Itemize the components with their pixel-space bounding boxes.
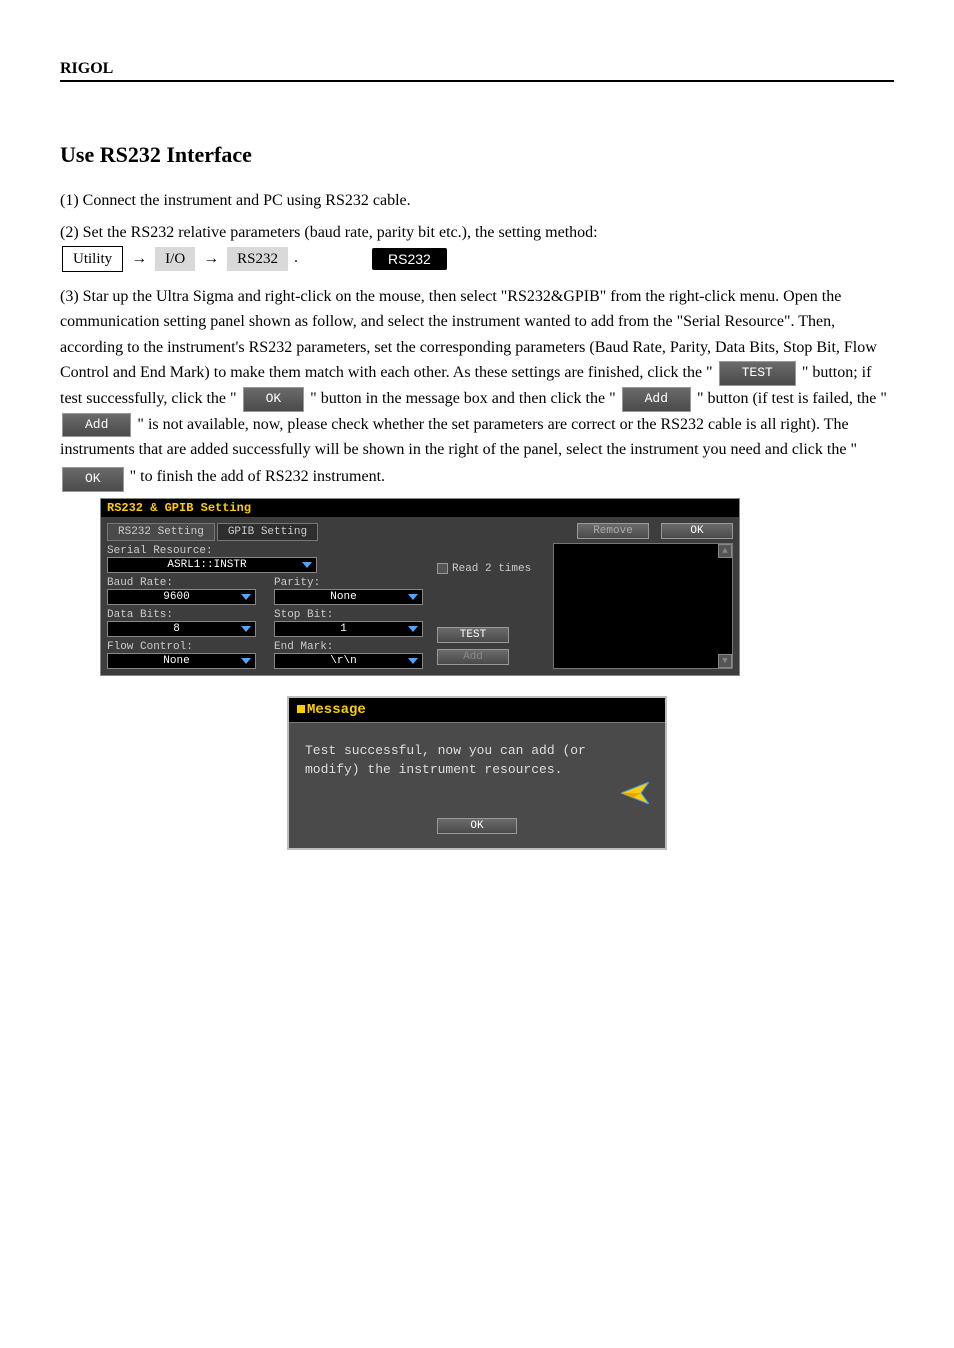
chevron-down-icon xyxy=(302,562,312,568)
nav-rs232: RS232 xyxy=(227,247,288,271)
flow-control-label: Flow Control: xyxy=(107,641,256,653)
dialog1-left-panel: RS232 Setting GPIB Setting Serial Resour… xyxy=(107,523,423,669)
message-dialog-footer: OK xyxy=(289,812,665,848)
message-dialog-title-text: Message xyxy=(307,702,366,718)
paper-plane-icon xyxy=(621,782,649,804)
parity-combo[interactable]: None xyxy=(274,589,423,605)
scroll-down-icon[interactable]: ▼ xyxy=(718,654,732,668)
ok-button[interactable]: OK xyxy=(661,523,733,539)
dialog1-mid-panel: Read 2 times TEST Add xyxy=(423,523,553,669)
chevron-down-icon xyxy=(241,658,251,664)
end-mark-combo[interactable]: \r\n xyxy=(274,653,423,669)
parity-label: Parity: xyxy=(274,577,423,589)
message-dialog: Message Test successful, now you can add… xyxy=(287,696,667,850)
step-1: (1) Connect the instrument and PC using … xyxy=(60,188,894,214)
data-bits-value: 8 xyxy=(173,623,180,635)
step-3-text-f: " to finish the add of RS232 instrument. xyxy=(130,468,385,485)
step-3-text-c: " button in the message box and then cli… xyxy=(310,390,615,407)
chevron-down-icon xyxy=(241,626,251,632)
title-square-icon xyxy=(297,705,305,713)
step-2: (2) Set the RS232 relative parameters (b… xyxy=(60,220,894,272)
dialog1-title: RS232 & GPIB Setting xyxy=(101,499,739,517)
rs232-gpib-dialog: RS232 & GPIB Setting RS232 Setting GPIB … xyxy=(100,498,740,676)
inline-ok-button: OK xyxy=(243,387,305,412)
parity-value: None xyxy=(330,591,356,603)
remove-button[interactable]: Remove xyxy=(577,523,649,539)
serial-resource-combo[interactable]: ASRL1::INSTR xyxy=(107,557,317,573)
inline-ok-button-2: OK xyxy=(62,467,124,492)
message-line-2: modify) the instrument resources. xyxy=(305,760,649,780)
instrument-listbox[interactable]: ▲ ▼ xyxy=(553,543,733,669)
tab-gpib-setting[interactable]: GPIB Setting xyxy=(217,523,318,541)
nav-utility: Utility xyxy=(62,246,123,272)
end-mark-label: End Mark: xyxy=(274,641,423,653)
inline-add-button: Add xyxy=(622,387,691,412)
inline-add-button-2: Add xyxy=(62,413,131,438)
stop-bit-value: 1 xyxy=(340,623,347,635)
arrow-icon: → xyxy=(203,246,219,272)
page-header: RIGOL xyxy=(60,60,894,82)
chevron-down-icon xyxy=(408,658,418,664)
serial-resource-label: Serial Resource: xyxy=(107,545,423,557)
step-3-text-d: " button (if test is failed, the " xyxy=(697,390,887,407)
baud-rate-value: 9600 xyxy=(163,591,189,603)
serial-resource-value: ASRL1::INSTR xyxy=(167,559,246,571)
inline-test-button: TEST xyxy=(719,361,796,386)
chevron-down-icon xyxy=(241,594,251,600)
end-mark-value: \r\n xyxy=(330,655,356,667)
stop-bit-combo[interactable]: 1 xyxy=(274,621,423,637)
dialog1-right-panel: Remove OK ▲ ▼ xyxy=(553,523,733,669)
flow-control-combo[interactable]: None xyxy=(107,653,256,669)
read-2-times-checkbox[interactable] xyxy=(437,563,448,574)
step-3: (3) Star up the Ultra Sigma and right-cl… xyxy=(60,284,894,492)
scroll-up-icon[interactable]: ▲ xyxy=(718,544,732,558)
rs232-black-button: RS232 xyxy=(372,248,447,270)
read-2-times-label: Read 2 times xyxy=(452,563,531,575)
baud-rate-label: Baud Rate: xyxy=(107,577,256,589)
flow-control-value: None xyxy=(163,655,189,667)
message-dialog-body: Test successful, now you can add (or mod… xyxy=(289,722,665,812)
data-bits-combo[interactable]: 8 xyxy=(107,621,256,637)
chevron-down-icon xyxy=(408,626,418,632)
data-bits-label: Data Bits: xyxy=(107,609,256,621)
test-button[interactable]: TEST xyxy=(437,627,509,643)
add-button[interactable]: Add xyxy=(437,649,509,665)
step-2-text: (2) Set the RS232 relative parameters (b… xyxy=(60,224,598,241)
nav-io: I/O xyxy=(155,247,195,271)
chevron-down-icon xyxy=(408,594,418,600)
baud-rate-combo[interactable]: 9600 xyxy=(107,589,256,605)
step-3-text-e: " is not available, now, please check wh… xyxy=(60,416,857,459)
message-line-1: Test successful, now you can add (or xyxy=(305,741,649,761)
section-heading: Use RS232 Interface xyxy=(60,142,894,168)
arrow-icon: → xyxy=(131,246,147,272)
message-dialog-title: Message xyxy=(289,698,665,722)
stop-bit-label: Stop Bit: xyxy=(274,609,423,621)
message-ok-button[interactable]: OK xyxy=(437,818,517,834)
tab-rs232-setting[interactable]: RS232 Setting xyxy=(107,523,215,541)
